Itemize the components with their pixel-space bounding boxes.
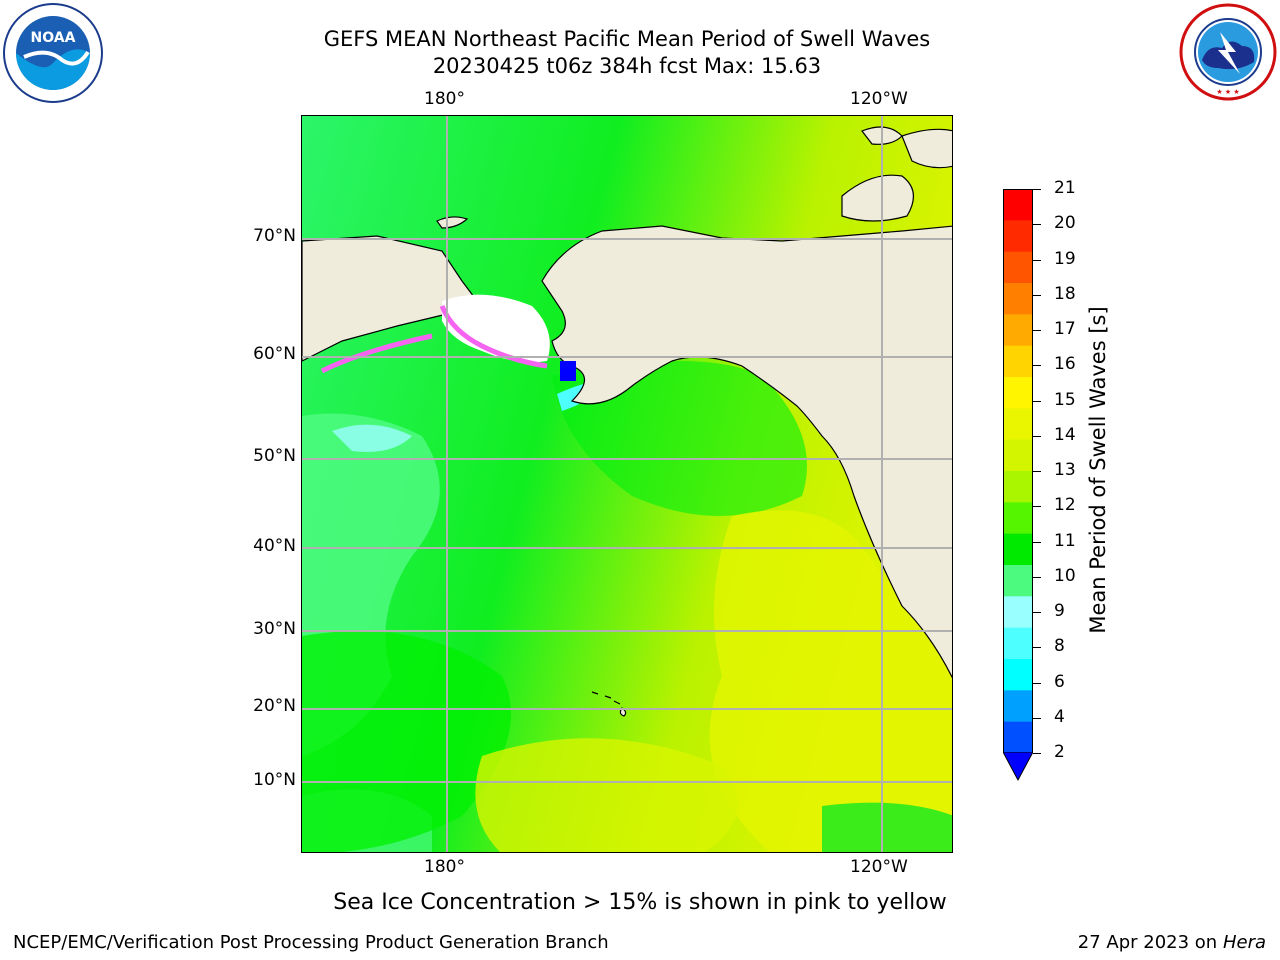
- colorbar-segment: [1003, 283, 1033, 315]
- colorbar-tick: [1033, 189, 1041, 190]
- colorbar-segment: [1003, 189, 1033, 221]
- colorbar-segment: [1003, 471, 1033, 503]
- colorbar-tick: [1033, 435, 1041, 437]
- colorbar-tick: [1033, 612, 1041, 613]
- lat-label-60n: 60°N: [253, 344, 296, 364]
- lon-label-top-120w: 120°W: [850, 89, 908, 109]
- colorbar-segment: [1003, 533, 1033, 566]
- svg-text:NOAA: NOAA: [31, 30, 76, 46]
- colorbar-tick: [1033, 365, 1041, 367]
- colorbar-segment: [1003, 690, 1033, 723]
- svg-text:★ ★ ★: ★ ★ ★: [1216, 88, 1239, 96]
- colorbar-tick-label: 11: [1054, 530, 1076, 551]
- chart-title: GEFS MEAN Northeast Pacific Mean Period …: [323, 27, 931, 51]
- swell-zone-yellow: [475, 738, 738, 852]
- colorbar-tick: [1033, 506, 1041, 508]
- colorbar-tick-label: 21: [1054, 178, 1076, 198]
- colorbar-tick: [1033, 647, 1041, 649]
- colorbar-tick: [1033, 471, 1041, 472]
- colorbar-tick: [1033, 259, 1041, 261]
- lat-label-10n: 10°N: [253, 770, 296, 790]
- land-hawaii: [591, 691, 627, 717]
- colorbar-segment: [1003, 596, 1033, 629]
- colorbar-tick-label: 13: [1054, 460, 1076, 480]
- colorbar-tick-label: 10: [1054, 565, 1076, 586]
- colorbar-tick: [1033, 400, 1041, 402]
- lat-label-40n: 40°N: [253, 536, 296, 556]
- colorbar-title: Mean Period of Swell Waves [s]: [1086, 306, 1110, 634]
- sea-ice-edge: [320, 333, 433, 374]
- colorbar-tick-label: 2: [1054, 742, 1065, 762]
- colorbar-tick-label: 6: [1054, 671, 1065, 692]
- host-name: Hera: [1222, 932, 1266, 953]
- colorbar-segment: [1003, 345, 1033, 378]
- lon-label-bottom-180: 180°: [424, 857, 465, 877]
- colorbar-tick-label: 17: [1054, 319, 1076, 339]
- colorbar-tick: [1033, 541, 1041, 543]
- colorbar-segment: [1003, 439, 1033, 472]
- colorbar-segment: [1003, 721, 1033, 753]
- colorbar-segment: [1003, 220, 1033, 253]
- colorbar-tick: [1033, 717, 1041, 719]
- colorbar-tick: [1033, 294, 1041, 296]
- colorbar-tick-label: 16: [1054, 354, 1076, 375]
- sea-ice-edge: [439, 305, 548, 369]
- swell-zone-yellow: [709, 510, 952, 852]
- colorbar-tick: [1033, 224, 1041, 226]
- lat-label-30n: 30°N: [253, 619, 296, 639]
- sea-ice-note: Sea Ice Concentration > 15% is shown in …: [333, 890, 947, 915]
- colorbar-tick-label: 19: [1054, 248, 1076, 269]
- colorbar-tick-label: 4: [1054, 706, 1065, 727]
- colorbar: [1003, 189, 1033, 753]
- lat-label-70n: 70°N: [253, 226, 296, 246]
- sea-ice: [442, 294, 550, 363]
- colorbar-tick: [1033, 682, 1041, 684]
- credit-text: NCEP/EMC/Verification Post Processing Pr…: [13, 932, 609, 953]
- swell-zone-cyan: [332, 424, 412, 452]
- colorbar-extend-arrow: [1003, 752, 1033, 782]
- lon-label-bottom-120w: 120°W: [850, 857, 908, 877]
- swell-zone-green: [822, 802, 952, 852]
- date-text: 27 Apr 2023 on Hera: [1078, 932, 1266, 953]
- land-arctic-island: [901, 128, 952, 169]
- colorbar-tick-label: 8: [1054, 636, 1065, 657]
- colorbar-segment: [1003, 251, 1033, 284]
- colorbar-tick-label: 9: [1054, 601, 1065, 621]
- colorbar-segment: [1003, 377, 1033, 409]
- colorbar-tick: [1033, 576, 1041, 578]
- colorbar-segment: [1003, 502, 1033, 535]
- colorbar-segment: [1003, 627, 1033, 660]
- colorbar-segment: [1003, 408, 1033, 441]
- nws-logo: ★ ★ ★: [1178, 2, 1278, 106]
- swell-zone-green: [552, 361, 807, 516]
- colorbar-segment: [1003, 565, 1033, 597]
- colorbar-segment: [1003, 659, 1033, 691]
- graticule: [302, 116, 952, 852]
- colorbar-tick-label: 12: [1054, 495, 1076, 516]
- colorbar-tick-label: 20: [1054, 213, 1076, 234]
- colorbar-tick-label: 18: [1054, 283, 1076, 304]
- date-value: 27 Apr 2023 on: [1077, 932, 1223, 953]
- map-panel: [301, 115, 953, 853]
- chart-subtitle: 20230425 t06z 384h fcst Max: 15.63: [432, 54, 822, 78]
- colorbar-tick: [1033, 753, 1041, 754]
- sea-ice-patch: [560, 361, 576, 381]
- lat-label-50n: 50°N: [253, 446, 296, 466]
- colorbar-tick-label: 14: [1054, 424, 1076, 445]
- land-arctic-island: [841, 174, 914, 222]
- noaa-logo: NOAA: [2, 2, 104, 108]
- colorbar-tick-label: 15: [1054, 389, 1076, 410]
- colorbar-segment: [1003, 314, 1033, 347]
- colorbar-tick: [1033, 330, 1041, 331]
- lat-label-20n: 20°N: [253, 696, 296, 716]
- lon-label-top-180: 180°: [424, 89, 465, 109]
- swell-zone-green: [302, 631, 511, 852]
